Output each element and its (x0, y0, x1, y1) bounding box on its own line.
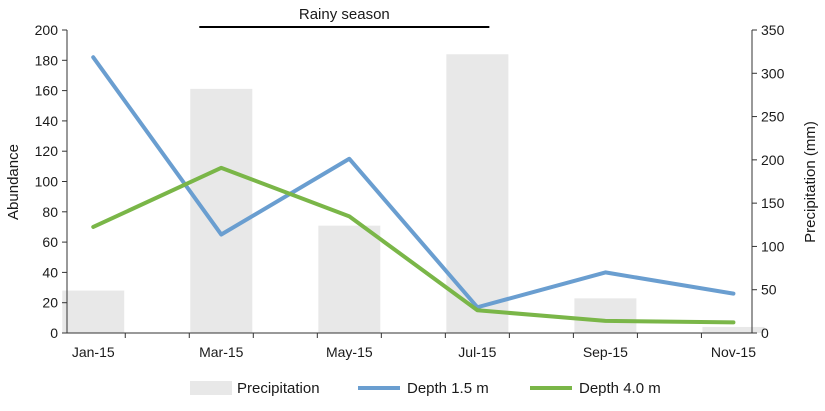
y-axis-label-right: Precipitation (mm) (802, 121, 819, 243)
x-tick-label-Sep-15: Sep-15 (583, 344, 628, 360)
precipitation-bar-Jul-15 (446, 54, 509, 334)
x-tick-label-Jan-15: Jan-15 (72, 344, 115, 360)
y-right-tick-label: 200 (761, 152, 785, 168)
y-left-tick-label: 20 (42, 295, 58, 311)
series-line-1 (91, 55, 736, 310)
y-left-tick-label: 120 (35, 143, 59, 159)
y-left-tick-label: 60 (42, 234, 58, 250)
rainy-season-label: Rainy season (299, 6, 390, 23)
legend-label-depth-4-0: Depth 4.0 m (579, 380, 661, 397)
y-left-tick-label: 180 (35, 52, 59, 68)
precipitation-bar-Jan-15 (62, 290, 125, 333)
x-tick-label-Nov-15: Nov-15 (711, 344, 756, 360)
y-right-tick-label: 100 (761, 238, 785, 254)
y-left-tick-label: 0 (50, 325, 58, 341)
y-right-tick-label: 50 (761, 282, 777, 298)
y-axis-label-left: Abundance (5, 144, 22, 220)
series-lines (91, 55, 736, 325)
x-tick-label-Jul-15: Jul-15 (458, 344, 496, 360)
x-tick-label-May-15: May-15 (326, 344, 373, 360)
y-left-tick-label: 100 (35, 174, 59, 190)
x-tick-label-Mar-15: Mar-15 (199, 344, 244, 360)
rainy-season-annotation: Rainy season (199, 6, 490, 28)
y-left-tick-label: 200 (35, 22, 59, 38)
precipitation-bar-Sep-15 (574, 298, 637, 333)
y-left-tick-label: 40 (42, 264, 58, 280)
precipitation-bars (62, 54, 765, 334)
y-right-tick-label: 300 (761, 65, 785, 81)
precipitation-bar-Mar-15 (190, 88, 253, 334)
series-line-2 (91, 165, 736, 325)
legend-label-precipitation: Precipitation (237, 380, 320, 397)
legend-label-depth-1-5: Depth 1.5 m (407, 380, 489, 397)
y-left-tick-label: 160 (35, 83, 59, 99)
y-right-tick-label: 350 (761, 22, 785, 38)
precipitation-bar-May-15 (318, 225, 381, 333)
y-right-tick-label: 150 (761, 195, 785, 211)
precipitation-bar-Nov-15 (702, 326, 765, 333)
y-left-tick-label: 140 (35, 113, 59, 129)
y-left-tick-label: 80 (42, 204, 58, 220)
legend-swatch-precipitation (190, 381, 232, 395)
legend: Precipitation Depth 1.5 m Depth 4.0 m (190, 380, 661, 397)
axes: 0 20 40 60 80 100 120 140 160 180 200 0 50 100 150 200 2… (35, 22, 785, 360)
y-right-tick-label: 250 (761, 109, 785, 125)
y-right-tick-label: 0 (761, 325, 769, 341)
